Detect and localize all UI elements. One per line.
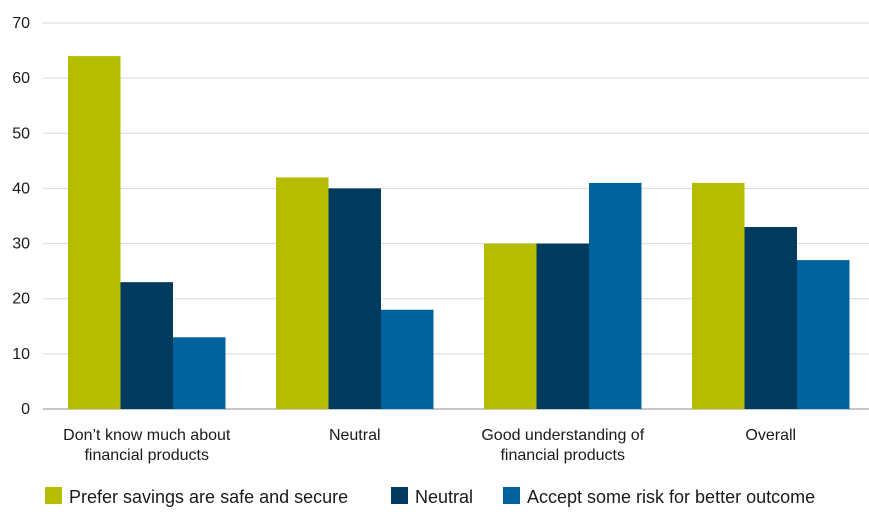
bar — [692, 182, 745, 409]
bars — [68, 56, 850, 409]
bar — [589, 182, 642, 409]
y-tick-label: 30 — [12, 236, 30, 253]
bar — [484, 243, 537, 409]
x-axis-category-labels: Don’t know much about financial products N… — [63, 427, 796, 464]
y-tick-label: 70 — [12, 15, 30, 32]
legend-swatch — [45, 487, 62, 504]
category-label: financial products — [500, 447, 625, 464]
category-label: financial products — [84, 447, 209, 464]
bar — [173, 337, 226, 409]
legend-label: Accept some risk for better outcome — [527, 487, 815, 507]
y-axis-ticks: 0 10 20 30 40 50 60 70 — [12, 15, 30, 418]
bar — [276, 177, 329, 409]
bar — [797, 260, 850, 409]
legend-swatch — [391, 487, 408, 504]
y-tick-label: 20 — [12, 291, 30, 308]
legend-swatch — [503, 487, 520, 504]
bar — [536, 243, 589, 409]
category-label: Neutral — [329, 427, 381, 444]
bar — [381, 309, 434, 409]
y-tick-label: 0 — [21, 401, 30, 418]
y-tick-label: 60 — [12, 70, 30, 87]
bar — [120, 282, 173, 409]
bar — [328, 188, 381, 409]
legend-label: Neutral — [415, 487, 473, 507]
category-label: Overall — [745, 427, 796, 444]
category-label: Don’t know much about — [63, 427, 231, 444]
y-tick-label: 10 — [12, 346, 30, 363]
legend: Prefer savings are safe and secure Neutra… — [45, 487, 815, 507]
y-tick-label: 50 — [12, 125, 30, 142]
category-label: Good understanding of — [481, 427, 644, 444]
y-tick-label: 40 — [12, 180, 30, 197]
legend-label: Prefer savings are safe and secure — [69, 487, 348, 507]
bar — [68, 56, 121, 409]
bar — [744, 227, 797, 409]
